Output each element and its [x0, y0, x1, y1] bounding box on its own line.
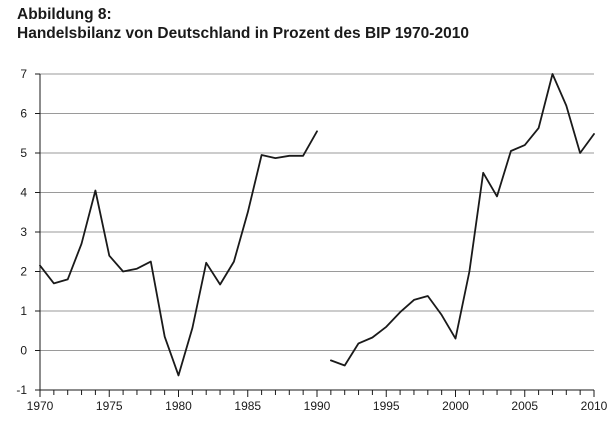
- y-tick-label: 1: [20, 304, 27, 318]
- y-tick-label: 3: [20, 225, 27, 239]
- y-tick-label: 4: [20, 186, 27, 200]
- series-segment-1: [39, 130, 318, 377]
- y-tick-label: 6: [20, 107, 27, 121]
- x-tick-label: 1970: [27, 399, 54, 413]
- y-tick-label: -1: [16, 383, 27, 397]
- grid-lines: [40, 73, 594, 351]
- x-tick-label: 2010: [581, 399, 608, 413]
- x-tick-label: 2000: [442, 399, 469, 413]
- title-block: Abbildung 8: Handelsbilanz von Deutschla…: [17, 5, 469, 43]
- x-tick-label: 1975: [96, 399, 123, 413]
- x-tick-label: 1990: [304, 399, 331, 413]
- y-tick-labels: -1 0 1 2 3 4 5 6 7: [16, 67, 27, 397]
- series-segment-2: [329, 73, 595, 367]
- y-tick-label: 5: [20, 146, 27, 160]
- x-tick-label: 2005: [511, 399, 538, 413]
- x-tick-label: 1985: [234, 399, 261, 413]
- y-tick-label: 7: [20, 67, 27, 81]
- chart-title: Handelsbilanz von Deutschland in Prozent…: [17, 25, 469, 42]
- y-tick-label: 0: [20, 344, 27, 358]
- figure-label: Abbildung 8:: [17, 6, 112, 23]
- y-tick-label: 2: [20, 265, 27, 279]
- series-line: [39, 73, 595, 377]
- x-tick-label: 1980: [165, 399, 192, 413]
- x-tick-label: 1995: [373, 399, 400, 413]
- axes: [35, 73, 595, 397]
- x-tick-labels: 1970 1975 1980 1985 1990 1995 2000 2005 2010: [27, 399, 608, 413]
